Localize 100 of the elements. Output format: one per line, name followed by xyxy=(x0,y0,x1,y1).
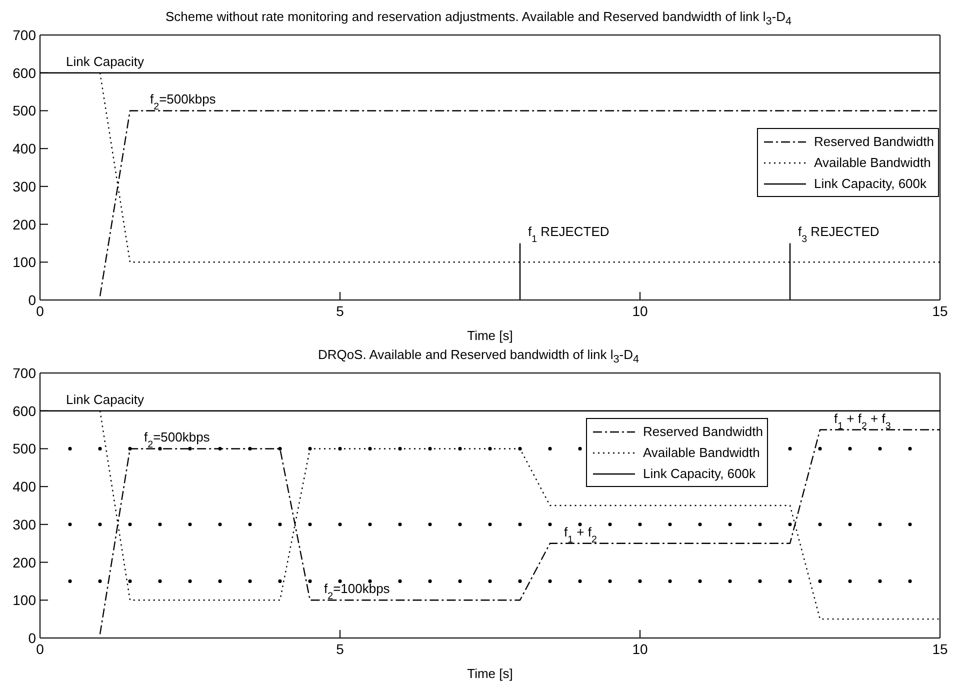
point xyxy=(878,446,882,450)
y-tick-label: 400 xyxy=(12,140,36,157)
point xyxy=(158,579,162,583)
point xyxy=(548,522,552,526)
point xyxy=(98,522,102,526)
point xyxy=(878,522,882,526)
point xyxy=(428,579,432,583)
annotation: f$_{1}$ REJECTED xyxy=(528,224,610,245)
y-tick-label: 0 xyxy=(28,292,36,308)
point xyxy=(788,579,792,583)
point xyxy=(878,579,882,583)
legend-label: Reserved Bandwidth xyxy=(814,134,934,149)
y-tick-label: 200 xyxy=(12,216,36,232)
point xyxy=(308,579,312,583)
legend-label: Available Bandwidth xyxy=(643,445,760,460)
annotation: Link Capacity xyxy=(66,392,145,407)
x-tick-label: 10 xyxy=(632,302,648,319)
point xyxy=(218,522,222,526)
chart-title: Scheme without rate monitoring and reservation adjustments. Available and Reserved bandwidth of link l$_{3}$-D$_{4}$ xyxy=(164,8,793,28)
point xyxy=(128,522,132,526)
point xyxy=(818,446,822,450)
point xyxy=(188,522,192,526)
point xyxy=(428,522,432,526)
point xyxy=(728,522,732,526)
point xyxy=(578,522,582,526)
point xyxy=(548,446,552,450)
x-axis-title: Time [s] xyxy=(467,666,513,681)
annotation: f$_{1}$ + f$_{2}$ xyxy=(564,524,597,545)
point xyxy=(278,579,282,583)
annotation: f$_{2}$=500kbps xyxy=(144,430,210,450)
y-tick-label: 500 xyxy=(12,102,36,119)
point xyxy=(218,446,222,450)
point xyxy=(128,446,132,450)
annotation: f$_{2}$=500kbps xyxy=(150,92,216,112)
legend-label: Available Bandwidth xyxy=(814,155,931,170)
point xyxy=(68,446,72,450)
point xyxy=(518,522,522,526)
point xyxy=(608,522,612,526)
y-tick-label: 600 xyxy=(12,402,36,419)
point xyxy=(308,522,312,526)
annotation: f$_{1}$ + f$_{2}$ + f$_{3}$ xyxy=(834,410,891,432)
point xyxy=(368,446,372,450)
x-tick-label: 15 xyxy=(932,640,948,657)
point xyxy=(308,446,312,450)
point xyxy=(248,446,252,450)
point xyxy=(488,522,492,526)
y-tick-label: 400 xyxy=(12,478,36,495)
y-tick-label: 300 xyxy=(12,178,36,194)
point xyxy=(578,579,582,583)
point xyxy=(608,579,612,583)
y-tick-label: 0 xyxy=(28,630,36,646)
x-axis-title: Time [s] xyxy=(467,328,513,343)
y-tick-label: 700 xyxy=(12,26,36,43)
x-tick-label: 15 xyxy=(932,302,948,319)
point xyxy=(338,522,342,526)
point xyxy=(668,579,672,583)
point xyxy=(578,446,582,450)
y-tick-label: 600 xyxy=(12,64,36,81)
point xyxy=(908,579,912,583)
point xyxy=(908,446,912,450)
chart-title: DRQoS. Available and Reserved bandwidth of link l$_{3}$-D$_{4}$ xyxy=(316,346,640,366)
point xyxy=(158,522,162,526)
point xyxy=(428,446,432,450)
point xyxy=(128,579,132,583)
point xyxy=(188,579,192,583)
y-tick-label: 300 xyxy=(12,516,36,532)
point xyxy=(368,579,372,583)
point xyxy=(218,579,222,583)
point xyxy=(908,522,912,526)
point xyxy=(818,579,822,583)
point xyxy=(98,579,102,583)
legend-label: Link Capacity, 600k xyxy=(814,176,927,191)
point xyxy=(758,522,762,526)
point xyxy=(398,579,402,583)
point xyxy=(278,522,282,526)
point xyxy=(158,446,162,450)
point xyxy=(638,579,642,583)
point xyxy=(458,522,462,526)
point xyxy=(638,522,642,526)
point xyxy=(278,446,282,450)
y-tick-label: 500 xyxy=(12,440,36,457)
point xyxy=(458,579,462,583)
legend-label: Reserved Bandwidth xyxy=(643,424,763,439)
x-tick-label: 10 xyxy=(632,640,648,657)
point xyxy=(338,579,342,583)
point xyxy=(398,522,402,526)
point xyxy=(848,579,852,583)
point xyxy=(698,522,702,526)
point xyxy=(788,446,792,450)
point xyxy=(368,522,372,526)
point xyxy=(848,446,852,450)
point xyxy=(548,579,552,583)
point xyxy=(338,446,342,450)
x-tick-label: 5 xyxy=(336,302,344,319)
y-tick-label: 200 xyxy=(12,554,36,570)
point xyxy=(248,579,252,583)
annotation: Link Capacity xyxy=(66,54,145,69)
point xyxy=(698,579,702,583)
annotation: f$_{2}$=100kbps xyxy=(324,581,390,602)
point xyxy=(788,522,792,526)
